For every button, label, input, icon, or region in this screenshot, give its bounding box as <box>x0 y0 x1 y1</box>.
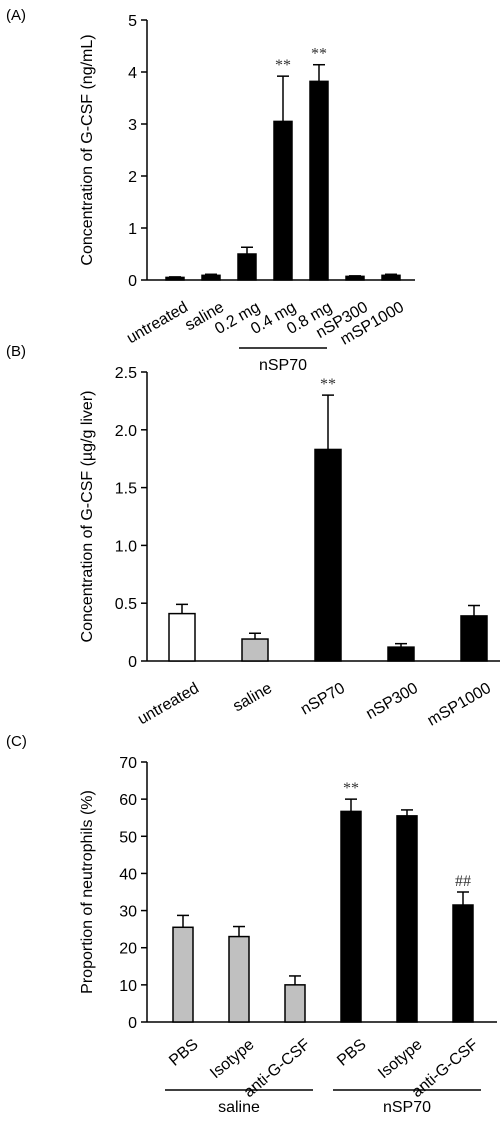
y-tick-label: 1.0 <box>115 538 137 555</box>
significance-marker: ** <box>311 46 327 63</box>
y-tick-label: 0 <box>128 273 137 290</box>
panel-letter: (A) <box>6 7 26 24</box>
bar <box>165 276 185 281</box>
bar <box>237 253 257 281</box>
bar <box>460 615 488 662</box>
y-tick-label: 10 <box>119 978 137 995</box>
bar <box>284 984 306 1023</box>
bar <box>340 810 362 1023</box>
y-axis-label: Concentration of G-CSF (µg/g liver) <box>79 391 96 643</box>
bar <box>172 926 194 1023</box>
bar <box>314 448 342 662</box>
category-label: Isotype <box>207 1036 258 1082</box>
y-tick-label: 1 <box>128 221 137 238</box>
bar <box>168 612 196 662</box>
y-tick-label: 20 <box>119 941 137 958</box>
bar <box>228 935 250 1023</box>
bar <box>452 904 474 1023</box>
y-tick-label: 70 <box>119 755 137 772</box>
group-label: nSP70 <box>259 357 307 374</box>
y-tick-label: 0 <box>128 1015 137 1032</box>
bar <box>273 120 293 281</box>
bar <box>387 646 415 662</box>
y-tick-label: 50 <box>119 829 137 846</box>
category-label: saline <box>230 680 275 716</box>
category-label: Isotype <box>375 1036 426 1082</box>
bar <box>396 815 418 1023</box>
y-tick-label: 2.0 <box>115 423 137 440</box>
category-label: mSP1000 <box>425 680 494 730</box>
significance-marker: ** <box>320 376 336 393</box>
bar <box>309 80 329 281</box>
category-label: nSP300 <box>363 680 421 723</box>
bar <box>345 275 365 281</box>
y-tick-label: 0.5 <box>115 596 137 613</box>
category-label: PBS <box>334 1036 369 1070</box>
category-label: nSP70 <box>298 680 348 719</box>
significance-marker: ** <box>343 780 359 797</box>
panel-letter: (B) <box>6 343 26 360</box>
group-label: saline <box>218 1099 260 1116</box>
y-tick-label: 2.5 <box>115 365 137 382</box>
category-label: untreated <box>124 299 191 348</box>
bar <box>201 274 221 281</box>
y-tick-label: 1.5 <box>115 481 137 498</box>
y-tick-label: 0 <box>128 654 137 671</box>
y-tick-label: 3 <box>128 117 137 134</box>
y-tick-label: 5 <box>128 13 137 30</box>
bar <box>241 638 269 662</box>
y-tick-label: 4 <box>128 65 137 82</box>
category-label: untreated <box>135 680 202 729</box>
bar <box>381 274 401 281</box>
y-axis-label: Proportion of neutrophils (%) <box>79 790 96 994</box>
group-label: nSP70 <box>383 1099 431 1116</box>
y-tick-label: 60 <box>119 792 137 809</box>
significance-marker: ## <box>455 873 471 890</box>
panel-letter: (C) <box>6 733 27 750</box>
y-axis-label: Concentration of G-CSF (ng/mL) <box>79 34 96 265</box>
significance-marker: ** <box>275 57 291 74</box>
y-tick-label: 30 <box>119 904 137 921</box>
y-tick-label: 40 <box>119 866 137 883</box>
category-label: PBS <box>166 1036 201 1070</box>
y-tick-label: 2 <box>128 169 137 186</box>
